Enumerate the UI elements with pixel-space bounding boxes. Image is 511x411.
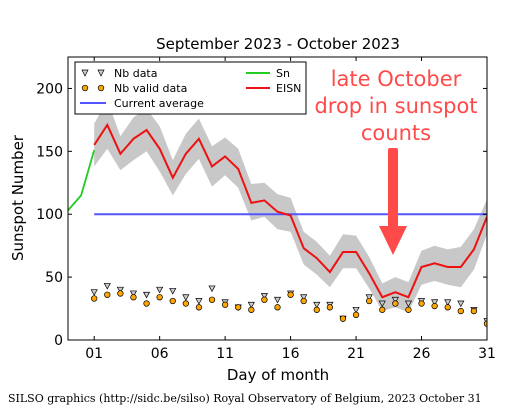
nb-valid-point	[339, 315, 347, 322]
nb-data-point	[142, 291, 151, 299]
nb-valid-point	[104, 291, 111, 298]
nb-data-point	[247, 301, 255, 309]
legend-nb-valid-marker	[81, 84, 89, 92]
x-tick-label: 06	[151, 346, 169, 362]
legend: Nb data Nb valid data Current average Sn EIS…	[74, 61, 307, 115]
nb-data-point	[391, 296, 399, 304]
nb-valid-point	[457, 307, 464, 315]
nb-valid-point	[261, 296, 268, 303]
nb-valid-point	[235, 304, 242, 311]
x-axis-label: Day of month	[227, 366, 329, 384]
nb-valid-point	[274, 304, 281, 311]
nb-valid-point	[91, 295, 98, 302]
nb-valid-point	[182, 300, 189, 307]
y-tick-label: 150	[36, 144, 63, 160]
axes: 01 06 11 16 21 26 31 0 50 100 150 200	[36, 57, 496, 362]
nb-data-point	[182, 294, 190, 301]
nb-valid-point	[366, 297, 373, 305]
nb-data-point	[90, 289, 98, 296]
annotation-arrow-head	[379, 226, 407, 255]
nb-valid-point	[392, 300, 399, 307]
nb-valid-point	[143, 300, 150, 307]
x-tick-label: 16	[282, 346, 300, 362]
plot-frame	[67, 56, 488, 341]
x-tick-label: 11	[216, 346, 234, 362]
nb-data-point	[156, 286, 164, 294]
nb-valid-point	[326, 304, 334, 311]
footer-credit: SILSO graphics (http://sidc.be/silso) Ro…	[8, 392, 482, 405]
nb-valid-point	[313, 306, 320, 313]
legend-eisn-label: EISN	[276, 82, 301, 95]
nb-valid-point	[156, 294, 163, 301]
y-tick-label: 0	[54, 333, 63, 349]
nb-valid-point	[444, 304, 451, 311]
nb-data-point	[431, 299, 439, 306]
nb-data-point	[195, 298, 203, 305]
nb-data-point	[457, 300, 465, 308]
nb-valid-point	[379, 306, 386, 313]
eisn-line	[93, 122, 487, 299]
nb-valid-point	[117, 290, 124, 297]
x-tick-label: 31	[478, 346, 496, 362]
nb-data-point	[103, 283, 111, 290]
x-tick-label: 01	[85, 346, 103, 362]
nb-valid-point	[208, 296, 216, 303]
nb-data-point	[300, 294, 308, 301]
nb-data-point	[378, 300, 386, 308]
nb-data-point	[169, 288, 177, 295]
nb-valid-point	[470, 307, 478, 315]
chart-title: September 2023 - October 2023	[156, 35, 400, 53]
legend-nb-data-marker	[97, 69, 105, 77]
nb-valid-point	[195, 304, 203, 311]
nb-data-point	[313, 301, 321, 309]
nb-valid-point	[431, 302, 438, 310]
annotation: late October drop in sunspot counts	[314, 67, 478, 255]
x-tick-label: 26	[413, 346, 431, 362]
nb-data-point	[444, 299, 452, 306]
nb-valid-point	[169, 297, 176, 305]
nb-data-point	[404, 300, 413, 308]
nb-valid-point	[287, 291, 294, 298]
y-tick-label: 50	[45, 270, 63, 286]
nb-data-point	[352, 306, 360, 314]
nb-data-point	[208, 285, 216, 293]
y-axis-label: Sunspot Number	[9, 134, 27, 261]
y-tick-label: 200	[36, 81, 63, 97]
nb-data-point	[365, 294, 373, 301]
plot-area	[68, 99, 487, 327]
legend-current-average-label: Current average	[114, 97, 204, 110]
plot-clip-group	[68, 99, 487, 327]
annotation-line: late October	[331, 67, 462, 91]
nb-data-point	[273, 296, 282, 304]
legend-nb-data-label: Nb data	[114, 67, 157, 80]
legend-sn-label: Sn	[276, 67, 290, 80]
y-tick-label: 100	[36, 207, 63, 223]
nb-valid-point	[483, 320, 487, 327]
x-tick-label: 21	[347, 346, 365, 362]
sn-line	[68, 149, 96, 211]
nb-valid-point	[221, 301, 229, 308]
eisn-uncertainty-band	[94, 99, 487, 313]
nb-valid-point	[352, 311, 360, 318]
nb-valid-point	[300, 297, 307, 305]
legend-nb-valid-marker	[97, 84, 105, 92]
nb-data-point	[129, 290, 138, 298]
nb-data-point	[260, 293, 268, 300]
annotation-line: drop in sunspot	[314, 94, 477, 118]
nb-valid-point	[418, 300, 425, 307]
nb-valid-point	[130, 294, 137, 301]
legend-nb-data-marker	[81, 69, 89, 77]
annotation-line: counts	[361, 121, 431, 145]
annotation-arrow-shaft	[388, 148, 398, 228]
nb-data-point	[116, 286, 124, 294]
nb-valid-point	[405, 306, 412, 313]
legend-nb-valid-label: Nb valid data	[114, 82, 187, 95]
nb-valid-point	[248, 306, 255, 313]
